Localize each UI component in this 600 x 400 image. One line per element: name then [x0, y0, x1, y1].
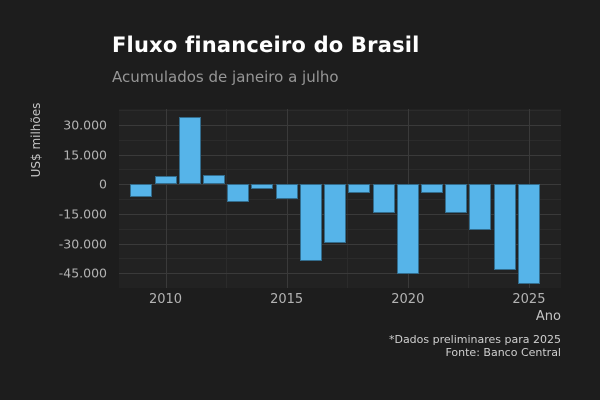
bar-2020	[396, 184, 419, 275]
x-tick-label: 2015	[270, 292, 304, 307]
bar-2025	[517, 184, 540, 284]
y-gridline-minor	[119, 169, 561, 171]
y-tick-label: 15.000	[63, 147, 107, 162]
y-axis-title: US$ milhões	[29, 102, 43, 178]
chart-caption: *Dados preliminares para 2025 Fonte: Ban…	[389, 333, 561, 359]
x-gridline-minor	[468, 109, 470, 288]
bar-2011	[178, 117, 201, 185]
bar-2019	[372, 184, 395, 213]
bar-2015	[275, 184, 298, 200]
y-tick-label: -30.000	[58, 236, 107, 252]
x-tick-label: 2010	[148, 292, 183, 307]
bar-2014	[251, 184, 274, 189]
x-gridline-minor	[226, 109, 228, 288]
plot-panel	[119, 109, 561, 288]
chart-subtitle: Acumulados de janeiro a julho	[112, 68, 339, 86]
y-gridline-major	[119, 243, 561, 245]
y-gridline-minor	[119, 258, 561, 260]
bar-2024	[493, 184, 516, 270]
y-gridline-major	[119, 124, 561, 126]
y-tick-label: 0	[99, 176, 107, 192]
bar-2022	[445, 184, 468, 213]
bar-2018	[348, 184, 371, 193]
bar-2012	[202, 174, 225, 185]
bar-2013	[227, 184, 250, 203]
y-tick-label: 30.000	[63, 117, 107, 133]
bar-2009	[130, 184, 153, 197]
caption-line-source: Fonte: Banco Central	[445, 346, 561, 359]
y-gridline-major	[119, 273, 561, 275]
y-gridline-minor	[119, 109, 561, 111]
bar-2021	[421, 184, 444, 194]
y-tick-label: -45.000	[58, 265, 107, 281]
y-gridline-minor	[119, 139, 561, 141]
y-tick-label: -15.000	[58, 206, 107, 222]
bar-2023	[469, 184, 492, 230]
x-tick-label: 2025	[512, 292, 546, 307]
y-gridline-major	[119, 154, 561, 156]
x-gridline-major	[165, 109, 167, 288]
bar-2010	[154, 175, 177, 185]
bar-2017	[324, 184, 347, 243]
x-axis-title: Ano	[535, 309, 561, 324]
x-gridline-minor	[347, 109, 349, 288]
bar-2016	[299, 184, 322, 261]
caption-line-preliminary: *Dados preliminares para 2025	[388, 333, 561, 346]
chart-title: Fluxo financeiro do Brasil	[112, 33, 420, 57]
x-tick-label: 2020	[391, 292, 425, 307]
